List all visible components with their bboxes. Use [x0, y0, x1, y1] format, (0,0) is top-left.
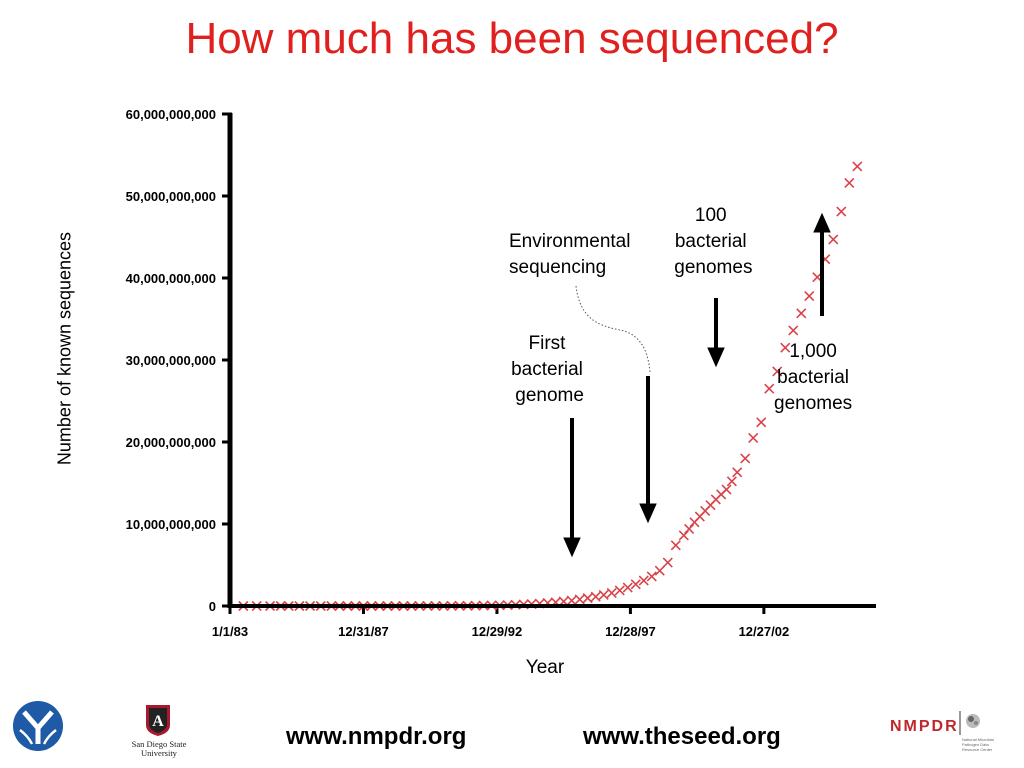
data-point — [732, 467, 743, 478]
data-point — [721, 484, 732, 495]
data-point — [852, 161, 863, 172]
data-point — [678, 530, 689, 541]
annotation-environmental: Environmental sequencing — [509, 231, 631, 278]
x-tick-label: 12/28/97 — [605, 624, 656, 639]
data-point — [764, 383, 775, 394]
data-point — [804, 290, 815, 302]
annotation-first-genome: First bacterial genome — [511, 333, 584, 406]
data-point — [772, 366, 783, 377]
data-points — [238, 161, 863, 612]
data-point — [670, 540, 681, 551]
data-point — [844, 177, 855, 188]
arrow-environmental-head — [639, 503, 657, 524]
data-point — [756, 417, 767, 428]
arrow-first-genome-head — [563, 537, 581, 558]
annotation-100-genomes: 100 bacterial genomes — [674, 205, 753, 278]
data-point — [662, 557, 673, 568]
data-point — [684, 523, 695, 534]
y-tick-label: 40,000,000,000 — [126, 271, 216, 286]
page-title: How much has been sequenced? — [185, 14, 839, 63]
data-point — [614, 585, 625, 596]
sdsu-logo-icon: A — [146, 705, 170, 736]
x-tick-label: 12/27/02 — [739, 624, 790, 639]
x-tick-label: 12/29/92 — [472, 624, 523, 639]
data-point — [796, 308, 807, 319]
data-point — [836, 206, 847, 217]
data-point — [780, 342, 791, 353]
arrow-100-genomes-head — [707, 347, 725, 368]
nmpdr-logo-icon — [959, 711, 980, 735]
x-tick-label: 12/31/87 — [338, 624, 389, 639]
arrow-1000-genomes-head — [813, 212, 831, 233]
y-tick-label: 10,000,000,000 — [126, 517, 216, 532]
data-point — [726, 476, 737, 487]
svg-text:A: A — [152, 713, 164, 730]
y-tick-label: 0 — [209, 599, 216, 614]
x-tick-label: 1/1/83 — [212, 624, 248, 639]
x-axis-label: Year — [525, 657, 565, 678]
data-point — [828, 234, 839, 245]
data-point — [646, 571, 657, 582]
sdsu-wordmark: San Diego State University — [131, 739, 187, 758]
data-point — [582, 593, 593, 604]
data-point — [574, 594, 585, 605]
y-axis-ticks: 0 10,000,000,000 20,000,000,000 30,000,000,… — [126, 107, 232, 614]
data-point — [788, 325, 799, 336]
y-tick-label: 20,000,000,000 — [126, 435, 216, 450]
data-point — [606, 587, 617, 598]
data-point — [598, 589, 609, 600]
data-point — [638, 575, 649, 586]
data-point — [590, 591, 601, 602]
nmpdr-subtitle: National Microbial Pathogen Data Resourc… — [962, 737, 994, 752]
nmpdr-logo-text: NMPDR — [890, 718, 959, 735]
data-point — [654, 565, 665, 576]
y-axis-label: Number of known sequences — [54, 231, 75, 466]
x-axis-ticks: 1/1/83 12/31/87 12/29/92 12/28/97 12/27/02 — [212, 604, 789, 639]
arrows — [563, 212, 831, 558]
y-tick-label: 50,000,000,000 — [126, 189, 216, 204]
annotation-1000-genomes: 1,000 bacterial genomes — [774, 341, 853, 414]
y-logo-icon — [13, 701, 63, 751]
theseed-url-link[interactable]: www.theseed.org — [583, 723, 781, 750]
y-tick-label: 30,000,000,000 — [126, 353, 216, 368]
nmpdr-url-link[interactable]: www.nmpdr.org — [286, 723, 467, 750]
data-point — [566, 595, 577, 606]
data-point — [622, 582, 633, 593]
environmental-leader-line — [575, 285, 651, 373]
y-tick-label: 60,000,000,000 — [126, 107, 216, 122]
data-point — [630, 579, 641, 590]
data-point — [748, 432, 759, 443]
data-point — [740, 453, 751, 464]
